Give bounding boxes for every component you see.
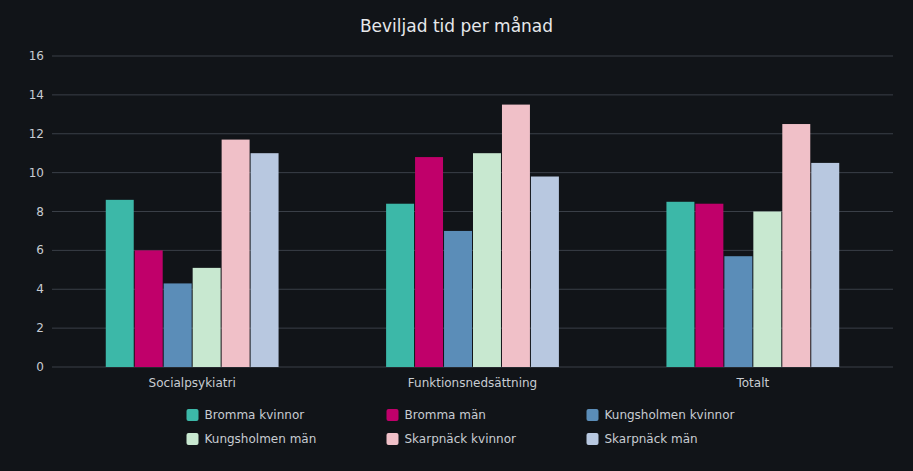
- grid-line: [52, 133, 893, 134]
- bar: [135, 250, 163, 367]
- legend-label: Kungsholmen kvinnor: [605, 408, 735, 422]
- y-tick-label: 12: [29, 127, 44, 141]
- bar: [811, 163, 839, 367]
- bar: [193, 268, 221, 367]
- legend-swatch: [587, 409, 599, 421]
- grid-line: [52, 172, 893, 173]
- bar: [106, 200, 134, 367]
- bar: [251, 153, 279, 367]
- legend-label: Skarpnäck kvinnor: [405, 432, 517, 446]
- grid: [52, 56, 893, 367]
- y-tick-label: 6: [36, 243, 44, 257]
- legend-swatch: [187, 409, 199, 421]
- grid-line: [52, 56, 893, 57]
- bar: [164, 283, 192, 367]
- y-tick-label: 14: [29, 88, 44, 102]
- y-tick-label: 2: [36, 321, 44, 335]
- bars: [106, 105, 839, 367]
- y-tick-label: 0: [36, 360, 44, 374]
- y-tick-label: 16: [29, 49, 44, 63]
- legend-label: Bromma män: [405, 408, 486, 422]
- legend: Bromma kvinnor Bromma män Kungsholmen kvin…: [187, 408, 735, 446]
- bar: [473, 153, 501, 367]
- bar: [753, 212, 781, 368]
- background: [0, 0, 913, 471]
- legend-swatch: [387, 433, 399, 445]
- chart-container: Beviljad tid per månad 0 2 4 6 8 10 12 14 16 Socia…: [0, 0, 913, 471]
- bar: [502, 105, 530, 367]
- x-tick-label: Funktionsnedsättning: [408, 376, 537, 390]
- bar: [386, 204, 414, 367]
- chart-svg: Beviljad tid per månad 0 2 4 6 8 10 12 14 16 Socia…: [0, 0, 913, 471]
- x-tick-label: Socialpsykiatri: [149, 376, 236, 390]
- bar: [415, 157, 443, 367]
- legend-label: Bromma kvinnor: [205, 408, 305, 422]
- legend-label: Skarpnäck män: [605, 432, 698, 446]
- bar: [666, 202, 694, 367]
- legend-swatch: [587, 433, 599, 445]
- bar: [531, 177, 559, 367]
- y-tick-label: 10: [29, 166, 44, 180]
- grid-line: [52, 94, 893, 95]
- bar: [695, 204, 723, 367]
- chart-title: Beviljad tid per månad: [360, 16, 553, 36]
- bar: [444, 231, 472, 367]
- legend-swatch: [187, 433, 199, 445]
- y-tick-label: 8: [36, 205, 44, 219]
- legend-swatch: [387, 409, 399, 421]
- bar: [222, 140, 250, 367]
- x-tick-label: Totalt: [735, 376, 769, 390]
- bar: [782, 124, 810, 367]
- bar: [724, 256, 752, 367]
- y-tick-label: 4: [36, 282, 44, 296]
- legend-label: Kungsholmen män: [205, 432, 317, 446]
